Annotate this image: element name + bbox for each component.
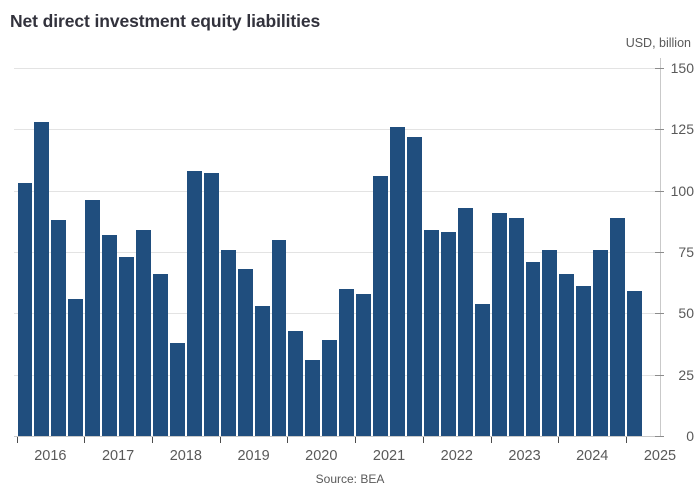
y-axis-tick <box>655 313 664 315</box>
y-axis-tick <box>655 129 664 131</box>
bar <box>17 183 33 436</box>
y-tick-label: 50 <box>678 305 694 322</box>
y-tick-label: 125 <box>670 121 694 138</box>
y-axis-line <box>660 58 661 437</box>
x-axis-tick <box>287 437 289 443</box>
x-axis-tick <box>490 437 492 443</box>
bar <box>186 171 202 436</box>
bar <box>542 249 558 436</box>
gridline <box>14 129 660 131</box>
bar <box>152 274 168 436</box>
bar <box>474 303 490 436</box>
bar <box>491 212 507 436</box>
x-tick-label: 2018 <box>169 448 202 464</box>
y-axis-tick <box>655 436 664 437</box>
bar <box>34 121 50 436</box>
gridline <box>14 190 660 192</box>
x-tick-label: 2022 <box>440 448 473 464</box>
bar <box>271 239 287 436</box>
bar <box>356 293 372 436</box>
y-axis-unit-label: USD, billion <box>625 36 691 50</box>
y-axis-tick <box>655 252 664 253</box>
x-axis-tick <box>151 437 153 443</box>
x-tick-label: 2019 <box>237 448 270 464</box>
bar <box>339 288 355 436</box>
bar <box>390 126 405 436</box>
y-axis-tick <box>655 68 664 69</box>
bar <box>305 359 321 436</box>
gridline <box>14 252 660 253</box>
bar <box>406 136 422 436</box>
x-tick-label: 2016 <box>34 448 67 464</box>
y-axis-tick <box>655 374 664 376</box>
bar <box>322 340 338 436</box>
bar <box>440 232 456 436</box>
bar <box>576 286 592 436</box>
bar <box>593 249 609 436</box>
bar <box>373 175 389 436</box>
bar <box>254 305 270 436</box>
gridline <box>14 313 660 315</box>
bar <box>203 173 219 436</box>
bar <box>220 249 236 436</box>
bar <box>136 229 151 436</box>
bar <box>119 256 135 436</box>
x-axis-line <box>14 436 661 437</box>
x-tick-label: 2020 <box>305 448 338 464</box>
x-axis-tick <box>626 437 628 443</box>
bar <box>102 234 118 436</box>
x-axis-tick <box>422 437 424 443</box>
bar <box>51 220 67 436</box>
y-axis-tick <box>655 190 664 192</box>
x-tick-label: 2023 <box>508 448 541 464</box>
bar <box>169 342 185 436</box>
x-axis-tick <box>219 437 221 443</box>
x-tick-label: 2025 <box>643 448 677 464</box>
y-tick-label: 150 <box>670 60 694 76</box>
y-tick-label: 75 <box>678 244 694 260</box>
bar <box>627 291 643 436</box>
bar <box>559 274 575 436</box>
y-tick-label: 25 <box>678 366 694 383</box>
x-axis-tick <box>16 437 18 443</box>
bar <box>508 217 524 436</box>
x-axis-tick <box>84 437 86 443</box>
x-tick-label: 2017 <box>101 448 135 464</box>
bar <box>423 229 439 436</box>
x-axis-tick <box>558 437 560 443</box>
source-note: Source: BEA <box>315 472 385 486</box>
bar <box>68 298 84 436</box>
gridline <box>14 68 660 69</box>
y-tick-label: 0 <box>686 428 694 444</box>
bar <box>457 207 473 436</box>
bar <box>525 261 541 436</box>
bar <box>610 217 626 436</box>
bar <box>85 200 101 436</box>
x-axis-tick <box>355 437 357 443</box>
x-tick-label: 2024 <box>576 448 609 464</box>
y-tick-label: 100 <box>670 182 694 199</box>
chart-title: Net direct investment equity liabilities <box>10 11 321 31</box>
bar <box>237 269 253 436</box>
bar <box>288 330 304 436</box>
x-tick-label: 2021 <box>372 448 406 464</box>
